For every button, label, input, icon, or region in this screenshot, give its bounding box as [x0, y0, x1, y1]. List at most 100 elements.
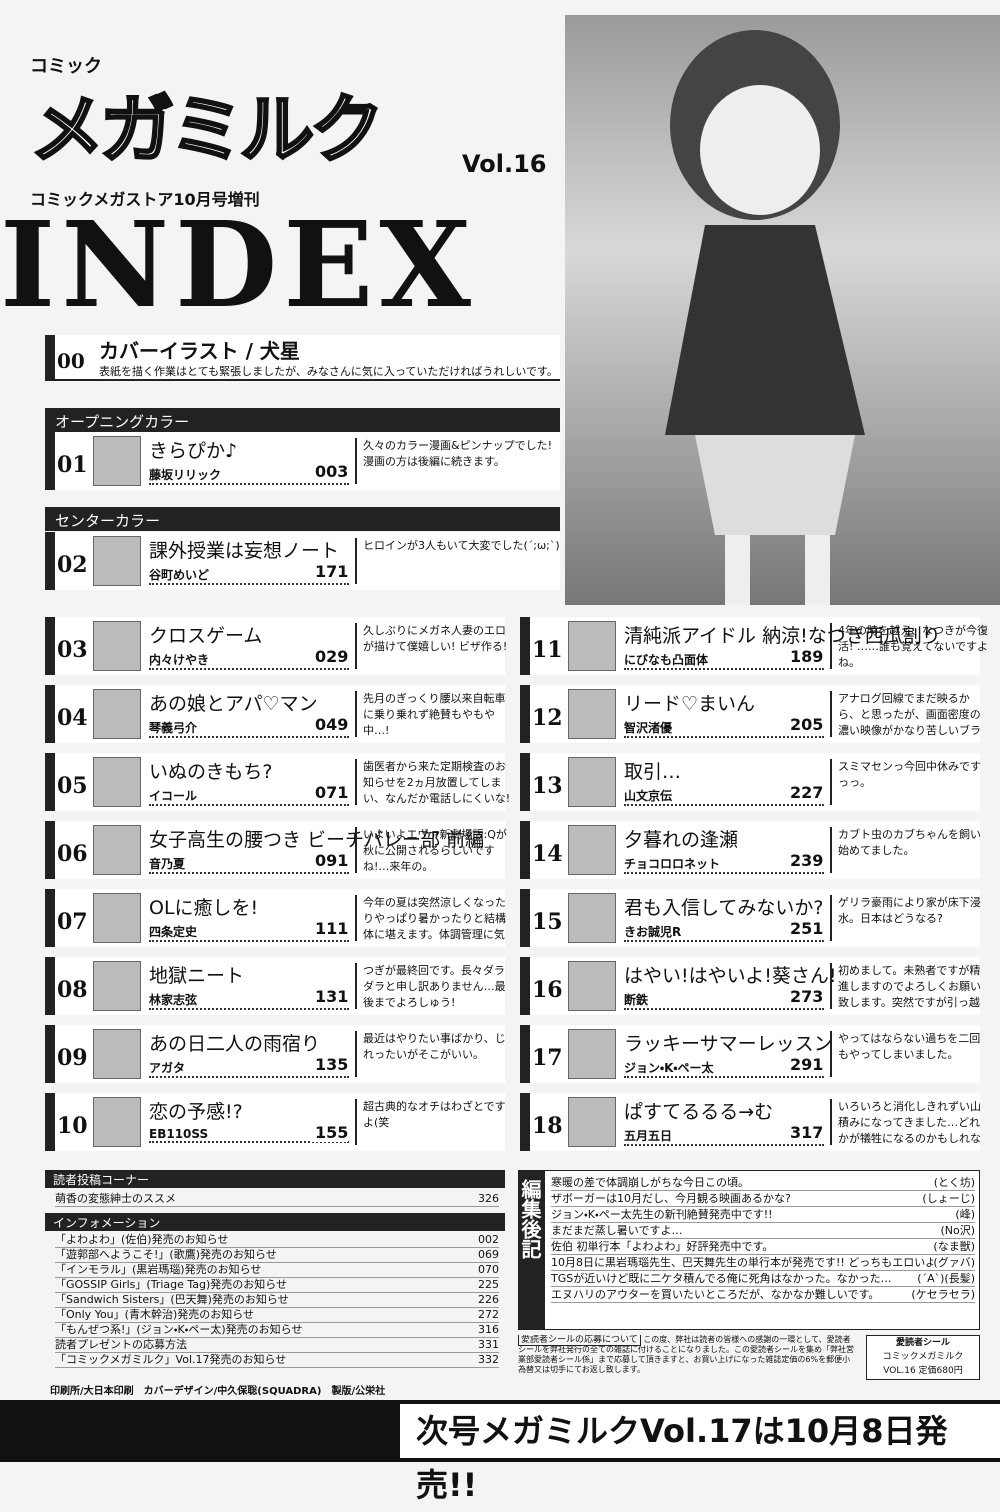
entry-number: 06 — [57, 841, 88, 867]
entry-number: 07 — [57, 909, 88, 935]
entry-page: 317 — [786, 1123, 824, 1142]
entry-author: 谷町めいど — [149, 566, 349, 585]
section-header: オープニングカラー — [45, 408, 560, 432]
logo-small: コミック — [30, 56, 102, 77]
entry-comment: 先月のぎっくり腰以来自転車に乗り乗れず絶賛もやもや中…! — [355, 691, 515, 737]
editorial-author: (峰) — [955, 1208, 975, 1221]
sticker-box-price: VOL.16 定価680円 — [883, 1366, 963, 1376]
entry-title: OLに癒しを! — [149, 897, 259, 919]
sticker-box: 愛読者シール コミックメガミルク VOL.16 定価680円 — [866, 1335, 980, 1380]
entry-comment: 歯医者から来た定期検査のお知らせを2ヵ月放置してしまい、なんだか電話しにくいな! — [355, 759, 515, 805]
entry-thumbnail — [568, 1029, 616, 1079]
entry-title: 恋の予感!? — [149, 1101, 243, 1123]
entry-page: 227 — [786, 783, 824, 802]
entry-comment: 初めまして。未熟者ですが精進しますのでよろしくお願い致します。突然ですが引っ越し… — [830, 963, 990, 1009]
list-row: 「コミックメガミルク」Vol.17発売のお知らせ 332 — [55, 1353, 499, 1368]
entry-title: いぬのきもち? — [149, 761, 273, 783]
entry: 05 いぬのきもち? イコール 071 歯医者から来た定期検査のお知らせを2ヵ月放置して… — [45, 753, 510, 811]
list-page: 069 — [478, 1248, 499, 1261]
entry-author: 断鉄 — [624, 991, 824, 1010]
list-text: 「インモラル」(黒岩瑪瑙)発売のお知らせ — [55, 1263, 262, 1276]
entry: 03 クロスゲーム 内々けやき 029 久しぶりにメガネ人妻のエロが描けて僕嬉しい! ビ… — [45, 617, 507, 675]
entry-comment: つぎが最終回です。長々ダラダラと申し訳ありません…最後までよろしゅう! — [355, 963, 515, 1009]
sticker-text: この度、弊社は読者の皆様への感謝の一環として、愛読者シールを弊社発行の全ての雑誌… — [518, 1335, 854, 1374]
entry-page: 111 — [311, 919, 349, 938]
entry: 14 夕暮れの逢瀬 チョコロロネット 239 カブト虫のカブちゃんを飼い始めてました。 — [520, 821, 981, 879]
entry-thumbnail — [93, 621, 141, 671]
entry-author: アガタ — [149, 1059, 349, 1078]
list-row: 「もんぜつ系!」(ジョン・K・ペー太)発売のお知らせ 316 — [55, 1323, 499, 1338]
entry-page: 273 — [786, 987, 824, 1006]
volume: Vol.16 — [462, 150, 547, 178]
list-page: 272 — [478, 1308, 499, 1321]
sticker-label: 愛読者シールの応募について — [518, 1335, 641, 1346]
entry-number: 18 — [532, 1113, 563, 1139]
list-page: 326 — [478, 1192, 499, 1205]
entry-number: 17 — [532, 1045, 563, 1071]
editorial-line: ザボーガーは10月だし、今月観る映画あるかな? (しょーじ) — [551, 1191, 975, 1207]
entry-page: 205 — [786, 715, 824, 734]
illustration-shapes — [665, 30, 865, 605]
entry-number: 01 — [57, 452, 88, 478]
entry-number: 00 — [57, 349, 85, 373]
list-page: 225 — [478, 1278, 499, 1291]
list-text: 萌香の変態紳士のススメ — [55, 1192, 176, 1205]
entry-comment: 表紙を描く作業はとても緊張しましたが、みなさんに気に入っていただければうれしいで… — [99, 365, 558, 378]
entry-comment: いろいろと消化しきれずい山積みになってきました…どれかが犠牲になるのかもしれない… — [830, 1099, 990, 1145]
entry-page: 239 — [786, 851, 824, 870]
entry-comment: いよいよエヴァ新劇場版:Qが秋に公開されるらしいですね!…来年の。 — [355, 827, 515, 873]
list-row: 「Sandwich Sisters」(巴天舞)発売のお知らせ 226 — [55, 1293, 499, 1308]
entry-thumbnail — [93, 436, 141, 486]
entry-comment: ヒロインが3人もいて大変でした(´;ω;`) — [355, 538, 565, 584]
entry-number: 02 — [57, 552, 88, 578]
cover-illustration — [565, 15, 1000, 605]
entry-comment: 超古典的なオチはわざとですよ(笑 — [355, 1099, 515, 1145]
editorial-author: (しょーじ) — [922, 1192, 975, 1205]
editorial-author: (とく坊) — [933, 1176, 975, 1189]
editorial-line: 10月8日に黒岩瑪瑙先生、巴天舞先生の単行本が発売です!! どっちもエロいよ!!… — [551, 1255, 975, 1271]
entry-comment: やってはならない過ちを二回もやってしまいました。 — [830, 1031, 990, 1077]
entry-comment: アナログ回線でまだ映るから、と思ったが、画面密度の濃い映像がかなり苦しいブラウン… — [830, 691, 990, 737]
entry-number: 13 — [532, 773, 563, 799]
list-row: 「よわよわ」(佐伯)発売のお知らせ 002 — [55, 1233, 499, 1248]
entry-author: 智沢渚優 — [624, 719, 824, 738]
list-page: 332 — [478, 1353, 499, 1366]
entry-author: 内々けやき — [149, 651, 349, 670]
entry-thumbnail — [568, 757, 616, 807]
entry: 06 女子高生の腰つき ビーチバレー部 前編 音乃夏 091 いよいよエヴァ新劇場版:Q… — [45, 821, 507, 879]
entry-title: あの日二人の雨宿り — [149, 1033, 321, 1055]
list-text: 「Only You」(青木幹治)発売のお知らせ — [55, 1308, 255, 1321]
entry-page: 131 — [311, 987, 349, 1006]
entry-thumbnail — [93, 1029, 141, 1079]
entry-page: 189 — [786, 647, 824, 666]
section-header: 読者投稿コーナー — [45, 1170, 505, 1188]
entry-thumbnail — [568, 1097, 616, 1147]
entry: 18 ぱすてるるる→む 五月五日 317 いろいろと消化しきれずい山積みになってきました… — [520, 1093, 981, 1151]
editorial-text: まだまだ蒸し暑いですよ… — [551, 1224, 683, 1237]
entry-number: 03 — [57, 637, 88, 663]
entry-number: 11 — [532, 637, 563, 663]
editorial-line: まだまだ蒸し暑いですよ… (No沢) — [551, 1223, 975, 1239]
entry-thumbnail — [568, 825, 616, 875]
entry: 16 はやい!はやいよ!葵さん! 断鉄 273 初めまして。未熟者ですが精進しますのでよ… — [520, 957, 981, 1015]
list-text: 「コミックメガミルク」Vol.17発売のお知らせ — [55, 1353, 287, 1366]
editorial-author: (なま獣) — [933, 1240, 975, 1253]
entry: 13 取引… 山文京伝 227 スミマセンっ今回中休みですっっ。 — [520, 753, 981, 811]
list-page: 070 — [478, 1263, 499, 1276]
entry-comment: 最近はやりたい事ばかり、じれったいがそこがいい。 — [355, 1031, 515, 1077]
entry-page: 029 — [311, 647, 349, 666]
entry-author: 林家志弦 — [149, 991, 349, 1010]
entry: 12 リード♡まいん 智沢渚優 205 アナログ回線でまだ映るから、と思ったが、画面密度… — [520, 685, 981, 743]
entry-page: 171 — [311, 562, 349, 581]
credits: 印刷所/大日本印刷 カバーデザイン/中久保聡(SQUADRA) 製版/公栄社 — [50, 1386, 386, 1397]
editorial-text: ジョン・K・ペー太先生の新刊絶賛発売中です!! — [551, 1208, 773, 1221]
entry-title: リード♡まいん — [624, 693, 756, 715]
entry-page: 049 — [311, 715, 349, 734]
entry-page: 291 — [786, 1055, 824, 1074]
editorial-line: エヌハリのアウターを買いたいところだが、なかなか難しいです。 (ケセラセラ) — [551, 1287, 975, 1303]
editorial-lines: 寒暖の差で体調崩しがちな今日この頃。 (とく坊) ザボーガーは10月だし、今月観る映… — [551, 1175, 975, 1303]
entry-number: 05 — [57, 773, 88, 799]
editorial-line: ジョン・K・ペー太先生の新刊絶賛発売中です!! (峰) — [551, 1207, 975, 1223]
entry-title: 清純派アイドル 納涼!なつき西瓜割り — [624, 625, 941, 647]
entry-comment: カブト虫のカブちゃんを飼い始めてました。 — [830, 827, 990, 873]
